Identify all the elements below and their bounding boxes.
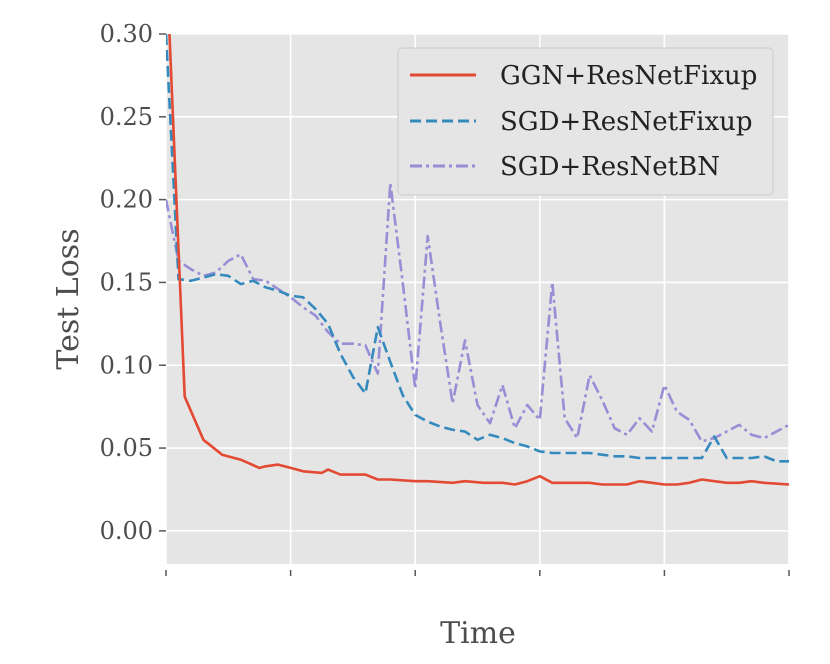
x-axis-ticks [165,570,790,576]
legend-label-sgd-bn: SGD+ResNetBN [500,152,720,182]
legend-box [397,47,774,196]
y-tick-label: 0.15 [100,268,153,296]
y-tick-label: 0.30 [100,20,153,48]
y-tick-label: 0.20 [100,186,153,214]
legend-label-ggn: GGN+ResNetFixup [500,61,757,91]
legend: GGN+ResNetFixup SGD+ResNetFixup SGD+ResN… [397,47,774,196]
series-line-ggn-resnetfixup [168,34,789,486]
y-tick-label: 0.00 [100,517,153,545]
y-tick-label: 0.25 [100,103,153,131]
x-axis-label: Time [440,616,516,651]
y-axis-label: Test Loss [51,228,86,369]
series-line-sgd-resnetfixup [166,34,789,463]
y-tick-label: 0.10 [100,351,153,379]
series-line-sgd-resnetbn [166,181,789,443]
series-lines [166,34,789,486]
legend-label-sgd-fixup: SGD+ResNetFixup [500,107,753,137]
y-axis-ticks: 0.00 0.05 0.10 0.15 0.20 0.25 0.30 [100,20,166,545]
y-tick-label: 0.05 [100,434,153,462]
